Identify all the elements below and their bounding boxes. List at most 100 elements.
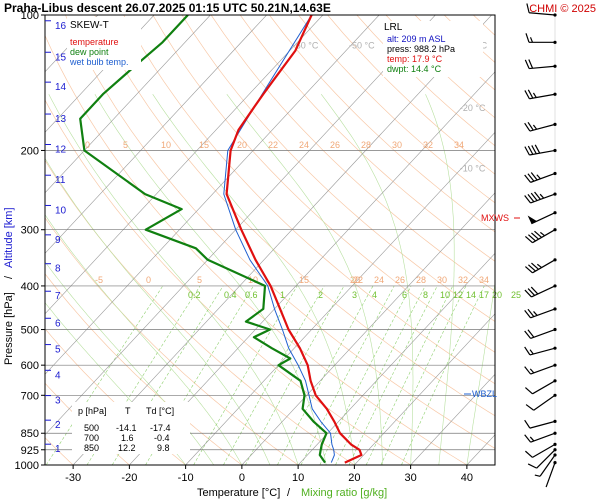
dry-adiabat-label: 22 <box>268 140 278 150</box>
mixing-ratio-label: 10 <box>440 290 450 300</box>
info-background <box>383 21 483 77</box>
moist-adiabat <box>320 94 414 465</box>
dry-adiabat-label: 5 <box>123 140 128 150</box>
y-tick-label: 1000 <box>15 460 39 472</box>
barb-flag <box>524 366 532 375</box>
dry-adiabat-label: 26 <box>330 140 340 150</box>
mixing-ratio-label: 6 <box>402 290 407 300</box>
legend-title: SKEW-T <box>70 20 109 31</box>
moist-adiabat <box>152 94 355 465</box>
x-tick-label: 20 <box>348 472 360 484</box>
dry-adiabat <box>269 15 495 233</box>
wbzl-marker: WBZL <box>472 389 497 399</box>
moist-adiabat <box>425 94 455 465</box>
barb-flag <box>524 174 532 183</box>
barb-staff <box>539 454 556 477</box>
isotherm-label: -60 °C <box>293 41 319 51</box>
y-axis-label: Pressure [hPa] <box>3 292 15 365</box>
barb-flag <box>524 419 531 429</box>
barb-flag <box>530 192 538 201</box>
dry-adiabat <box>181 15 495 322</box>
y-tick-label: 400 <box>21 281 39 293</box>
barb-half-flag <box>532 124 538 130</box>
barb-dot <box>553 228 557 232</box>
y-tick-label: 200 <box>21 145 39 157</box>
profile-lines <box>79 15 363 464</box>
wind-barb <box>524 171 557 183</box>
barb-staff <box>529 65 556 70</box>
dry-adiabat <box>210 15 495 292</box>
altitude-label: 2 <box>55 420 61 431</box>
info-dewpoint: dwpt: 14.4 °C <box>387 64 442 74</box>
altitude-label: 14 <box>55 82 67 93</box>
wind-barb <box>525 33 557 44</box>
altitude-label: 9 <box>55 235 61 246</box>
y-axis-separator: / <box>3 275 15 279</box>
altitude-label: 11 <box>55 175 66 186</box>
dry-adiabat <box>239 15 495 262</box>
barb-half-flag <box>533 311 538 316</box>
dry-adiabat-label: 20 <box>350 275 360 285</box>
y-tick-label: 600 <box>21 360 39 372</box>
barb-flag <box>524 59 530 69</box>
table-cell: 850 <box>84 443 99 453</box>
dry-adiabat-label: 24 <box>374 275 384 285</box>
barb-staff <box>545 462 556 488</box>
chart-title: Praha-Libus descent 26.07.2025 01:15 UTC… <box>4 1 331 15</box>
mixing-ratio-label: 0.4 <box>224 290 237 300</box>
isotherm-label: -10 °C <box>460 163 486 173</box>
barb-dot <box>553 258 557 262</box>
mixing-ratio-label: 20 <box>492 290 502 300</box>
barb-half-flag <box>536 263 542 269</box>
mixing-ratio-label: 4 <box>372 290 377 300</box>
legend: SKEW-T temperature dew point wet bulb te… <box>67 17 141 70</box>
altitude-label: 8 <box>55 264 61 275</box>
dry-adiabat-label: 32 <box>458 275 468 285</box>
x-axis-separator: / <box>287 487 291 499</box>
barb-flag <box>530 172 538 181</box>
isotherm <box>45 15 380 375</box>
barb-dot <box>553 431 557 435</box>
wind-barbs <box>524 3 557 488</box>
dry-adiabat-label: 0 <box>85 140 90 150</box>
barb-staff <box>532 259 556 274</box>
wind-barb <box>524 144 557 156</box>
barb-flag <box>524 330 532 339</box>
isotherm <box>45 15 211 194</box>
barb-dot <box>553 40 557 44</box>
wind-barb <box>524 284 557 298</box>
barb-flag <box>527 193 535 203</box>
y-axis-label-altitude: Altitude [km] <box>3 207 15 268</box>
wind-barb <box>524 121 557 132</box>
barb-flag <box>524 387 533 395</box>
isotherm <box>45 15 155 133</box>
altitude-label: 10 <box>55 205 67 216</box>
table-header-p: p [hPa] <box>78 406 107 416</box>
barb-dot <box>553 122 557 126</box>
barb-flag <box>524 146 530 156</box>
barb-dot <box>553 379 557 383</box>
barb-staff <box>532 229 556 244</box>
wind-barb <box>524 431 557 443</box>
barb-flag <box>527 288 536 296</box>
dry-adiabat-label: 28 <box>361 140 371 150</box>
dry-adiabat <box>298 15 495 204</box>
barb-dot <box>553 363 557 367</box>
legend-wet-bulb: wet bulb temp. <box>69 57 129 67</box>
barb-flag <box>525 404 535 411</box>
isotherm <box>45 15 436 436</box>
barb-flag <box>527 145 534 155</box>
x-tick-label: 30 <box>405 472 417 484</box>
dry-adiabat-label: 15 <box>199 140 209 150</box>
wind-barb <box>524 442 557 458</box>
barb-pennant <box>527 215 537 224</box>
barb-flag <box>527 308 535 318</box>
barb-half-flag <box>529 436 535 442</box>
barb-dot <box>553 64 557 68</box>
barb-staff <box>533 394 556 411</box>
y-axis-title: Pressure [hPa] / Altitude [km] <box>3 207 15 365</box>
barb-half-flag <box>529 349 534 355</box>
altitude-label: 1 <box>55 444 61 455</box>
isotherm <box>185 131 495 465</box>
